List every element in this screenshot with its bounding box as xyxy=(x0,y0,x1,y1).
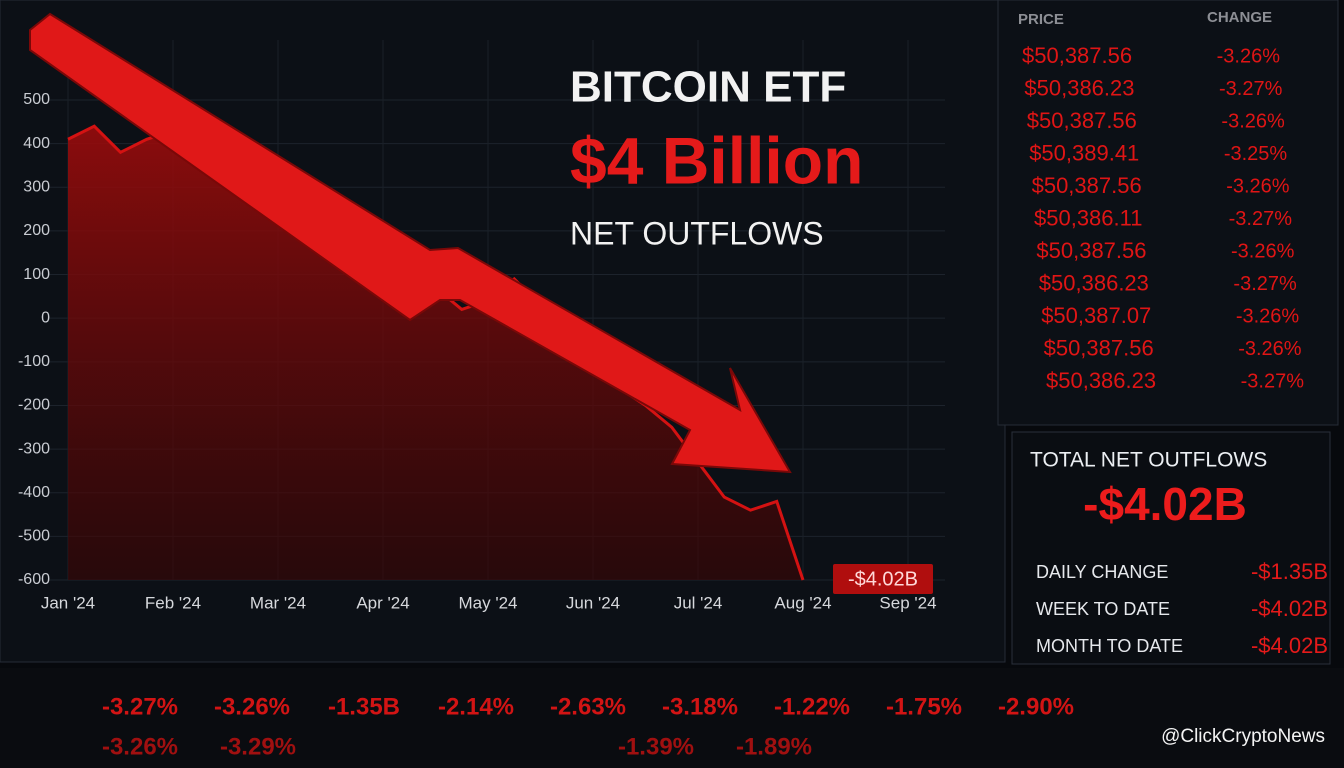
summary-value: -$1.35B xyxy=(1251,559,1328,584)
summary-value: -$4.02B xyxy=(1251,633,1328,658)
price: $50,387.56 xyxy=(1036,238,1146,263)
area-fill xyxy=(68,126,803,580)
headline-2: $4 Billion xyxy=(570,123,863,197)
y-tick-label: 300 xyxy=(23,178,50,195)
ticker-panel xyxy=(0,668,1344,768)
price: $50,387.56 xyxy=(1032,173,1142,198)
ticker: -3.27% -3.26% -1.35B -2.14% -2.63% -3.18% -1.2… xyxy=(102,693,1074,760)
y-tick-label: 200 xyxy=(23,222,50,239)
end-label: -$4.02B xyxy=(848,568,918,590)
price-table: $50,387.56 -3.26% $50,386.23 -3.27% $50,387.… xyxy=(1022,43,1304,393)
ticker-value: -1.35B xyxy=(328,693,400,720)
price: $50,386.23 xyxy=(1046,368,1156,393)
change-header: CHANGE xyxy=(1207,9,1272,26)
ticker-value: -3.26% xyxy=(214,693,290,720)
x-tick-label: May '24 xyxy=(459,593,518,612)
change: -3.26% xyxy=(1236,305,1300,327)
ticker-value: -2.63% xyxy=(550,693,626,720)
price: $50,386.23 xyxy=(1024,75,1134,100)
summary-total: -$4.02B xyxy=(1083,478,1247,530)
price-header: PRICE xyxy=(1018,11,1064,28)
price: $50,386.23 xyxy=(1039,270,1149,295)
price: $50,387.56 xyxy=(1044,335,1154,360)
ticker-value: -3.26% xyxy=(102,733,178,760)
ticker-value: -2.14% xyxy=(438,693,514,720)
change: -3.27% xyxy=(1233,273,1297,295)
y-tick-label: -500 xyxy=(18,528,50,545)
summary-label: MONTH TO DATE xyxy=(1036,636,1183,656)
price-panel xyxy=(997,0,1339,426)
y-tick-label: 0 xyxy=(41,309,50,326)
change: -3.27% xyxy=(1229,208,1293,230)
summary-panel xyxy=(1011,431,1331,665)
change: -3.25% xyxy=(1224,143,1288,165)
change: -3.26% xyxy=(1221,110,1285,132)
headline-3: NET OUTFLOWS xyxy=(570,215,824,251)
change: -3.26% xyxy=(1238,338,1302,360)
y-tick-label: -200 xyxy=(18,397,50,414)
price: $50,386.11 xyxy=(1034,205,1142,230)
change: -3.27% xyxy=(1219,78,1283,100)
x-tick-label: Aug '24 xyxy=(774,593,831,612)
change: -3.26% xyxy=(1231,240,1295,262)
summary-label: DAILY CHANGE xyxy=(1036,562,1168,582)
summary-label: WEEK TO DATE xyxy=(1036,599,1170,619)
ticker-value: -1.75% xyxy=(886,693,962,720)
end-label-box xyxy=(833,564,933,594)
price: $50,389.41 xyxy=(1029,140,1139,165)
x-tick-label: Jul '24 xyxy=(674,593,723,612)
summary-value: -$4.02B xyxy=(1251,596,1328,621)
summary-rows: DAILY CHANGE -$1.35B WEEK TO DATE -$4.02B MO… xyxy=(1036,559,1328,658)
ticker-value: -3.27% xyxy=(102,693,178,720)
x-tick-label: Feb '24 xyxy=(145,593,201,612)
x-tick-label: Mar '24 xyxy=(250,593,306,612)
change: -3.26% xyxy=(1217,45,1281,67)
ticker-value: -1.22% xyxy=(774,693,850,720)
watermark: @ClickCryptoNews xyxy=(1161,726,1325,747)
trend-arrow xyxy=(29,12,792,474)
price: $50,387.56 xyxy=(1027,108,1137,133)
ticker-value: -3.18% xyxy=(662,693,738,720)
y-tick-label: 400 xyxy=(23,135,50,152)
change: -3.27% xyxy=(1241,370,1305,392)
x-tick-label: Apr '24 xyxy=(356,593,409,612)
ticker-value: -3.29% xyxy=(220,733,296,760)
change: -3.26% xyxy=(1226,175,1290,197)
y-tick-label: -600 xyxy=(18,571,50,588)
price: $50,387.56 xyxy=(1022,43,1132,68)
ticker-value: -2.90% xyxy=(998,693,1074,720)
y-tick-label: -100 xyxy=(18,353,50,370)
y-tick-label: -300 xyxy=(18,440,50,457)
y-tick-label: -400 xyxy=(18,484,50,501)
ticker-value: -1.89% xyxy=(736,733,812,760)
x-tick-label: Jun '24 xyxy=(566,593,620,612)
price: $50,387.07 xyxy=(1041,303,1151,328)
y-tick-label: 100 xyxy=(23,266,50,283)
x-tick-label: Sep '24 xyxy=(879,593,936,612)
y-tick-label: 500 xyxy=(23,91,50,108)
ticker-value: -1.39% xyxy=(618,733,694,760)
summary-title: TOTAL NET OUTFLOWS xyxy=(1030,449,1267,472)
x-tick-label: Jan '24 xyxy=(41,593,95,612)
headline-1: BITCOIN ETF xyxy=(570,63,846,112)
